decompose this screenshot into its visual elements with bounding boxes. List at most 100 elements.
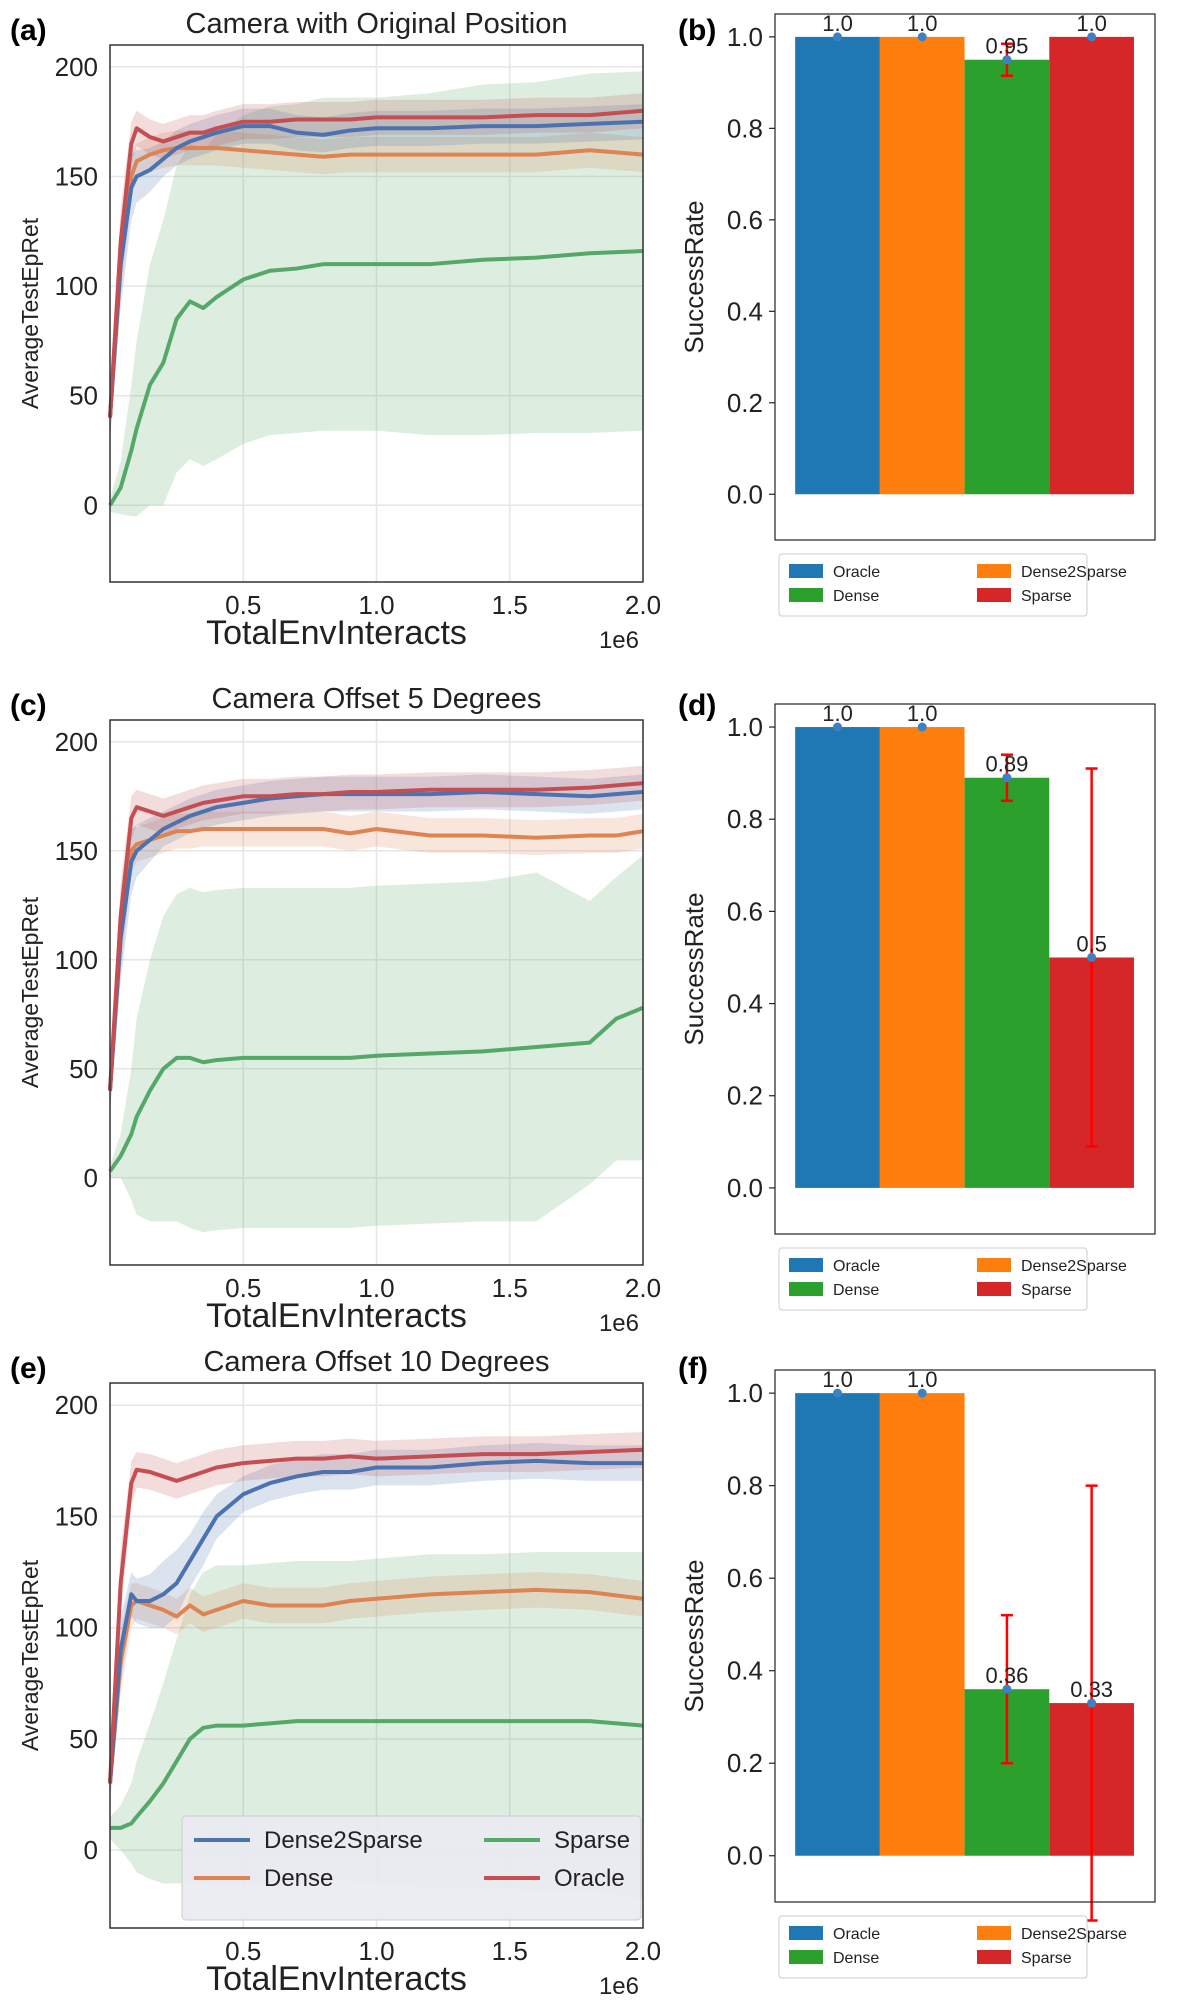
bar-point-dense2sparse xyxy=(917,722,927,732)
plot-frame xyxy=(774,13,1156,541)
y-tick-label: 0.2 xyxy=(727,1081,763,1111)
legend-label-oracle: Oracle xyxy=(833,1258,880,1275)
bar-point-dense xyxy=(1002,773,1012,783)
series-band-sparse xyxy=(110,71,643,517)
series-band-dense2sparse xyxy=(110,1443,643,1802)
y-tick-label: 0 xyxy=(84,1163,98,1193)
series-band-dense2sparse xyxy=(110,104,643,440)
y-axis-label: SuccessRate xyxy=(679,1559,709,1712)
series-line-oracle xyxy=(108,781,644,1091)
y-axis-label: SuccessRate xyxy=(679,892,709,1045)
plot-frame xyxy=(774,1369,1156,1903)
y-tick-label: 0.0 xyxy=(727,1173,763,1203)
y-tick-label: 0.6 xyxy=(727,205,763,235)
bar-chart-3: (d) 1.0 1.0 0.89 0.5 0.0 0.2 0.4 0.6 0.8 1.0 Succes… xyxy=(678,689,1156,1311)
x-tick-label: 1.5 xyxy=(492,1273,528,1303)
y-tick-label: 0.8 xyxy=(727,113,763,143)
y-tick-label: 1.0 xyxy=(727,1378,763,1408)
x-scale-label: 1e6 xyxy=(599,1973,639,2000)
plot-frame xyxy=(109,1382,644,1929)
legend-swatch-sparse xyxy=(977,588,1011,602)
legend-swatch-oracle xyxy=(789,564,823,578)
line-chart-4: (e) Camera Offset 10 Degrees 0.5 1.0 1.5 2.0 0… xyxy=(10,1346,661,2000)
y-axis-label: AverageTestEpRet xyxy=(17,217,43,409)
y-tick-label: 150 xyxy=(55,162,98,192)
bar-point-sparse xyxy=(1087,952,1097,962)
y-tick-label: 0.0 xyxy=(727,479,763,509)
y-tick-label: 1.0 xyxy=(727,22,763,52)
series-line-dense xyxy=(108,146,644,418)
y-tick-label: 200 xyxy=(55,727,98,757)
chart-title: Camera with Original Position xyxy=(186,8,568,40)
y-tick-label: 0.2 xyxy=(727,1748,763,1778)
legend-label-oracle: Oracle xyxy=(833,564,880,581)
panel-label: (f) xyxy=(678,1352,708,1385)
legend-swatch-sparse xyxy=(977,1282,1011,1296)
legend-label-dense: Dense xyxy=(833,1950,879,1967)
y-tick-label: 0.6 xyxy=(727,1563,763,1593)
line-chart-0: (a) Camera with Original Position 0.5 1.0 1.… xyxy=(10,8,661,654)
bar-chart-1: (b) 1.0 1.0 0.95 1.0 0.0 0.2 0.4 0.6 0.8 1.0 Succes… xyxy=(678,11,1156,617)
x-scale-label: 1e6 xyxy=(599,627,639,654)
x-tick-label: 1.0 xyxy=(358,590,394,620)
legend-label-dense: Dense xyxy=(833,1282,879,1299)
bar-dense xyxy=(964,59,1050,495)
series-band-dense2sparse xyxy=(110,774,643,1113)
legend-swatch-dense2sparse xyxy=(977,1258,1011,1272)
legend-swatch-dense xyxy=(789,1950,823,1964)
series-line-oracle xyxy=(108,108,644,418)
x-axis-label: TotalEnvInteracts xyxy=(206,614,467,652)
bar-value-label: 0.95 xyxy=(986,34,1029,59)
legend-swatch-dense xyxy=(789,588,823,602)
bar-oracle xyxy=(795,1393,880,1856)
series-band-oracle xyxy=(110,93,643,440)
bar-dense2sparse xyxy=(879,727,965,1188)
bar-value-label: 1.0 xyxy=(907,11,938,36)
panel-label: (c) xyxy=(10,689,47,722)
bar-point-sparse xyxy=(1087,32,1097,42)
bar-dense2sparse xyxy=(879,1393,965,1856)
legend-label-dense2sparse: Dense2Sparse xyxy=(1021,1258,1127,1275)
line-chart-2: (c) Camera Offset 5 Degrees 0.5 1.0 1.5 2.0 0 5… xyxy=(10,683,661,1337)
legend-label-sparse: Sparse xyxy=(1021,588,1072,605)
x-tick-label: 2.0 xyxy=(625,590,661,620)
panel-label: (e) xyxy=(10,1352,47,1385)
y-tick-label: 100 xyxy=(55,1613,98,1643)
x-tick-label: 1.5 xyxy=(492,590,528,620)
bar-value-label: 0.89 xyxy=(986,752,1029,777)
y-tick-label: 0 xyxy=(84,490,98,520)
x-tick-label: 2.0 xyxy=(625,1936,661,1966)
bar-point-dense xyxy=(1002,1684,1012,1694)
legend-label-oracle: Oracle xyxy=(554,1865,625,1892)
legend-label-sparse: Sparse xyxy=(554,1827,630,1854)
series-line-dense2sparse xyxy=(108,119,644,418)
series-band-dense xyxy=(110,811,643,1113)
legend-label-dense: Dense xyxy=(833,588,879,605)
y-tick-label: 50 xyxy=(69,381,98,411)
series-band-sparse xyxy=(110,1552,643,1900)
legend-label-dense2sparse: Dense2Sparse xyxy=(1021,1926,1127,1943)
plot-frame xyxy=(774,703,1156,1235)
legend-swatch-dense2sparse xyxy=(977,1926,1011,1940)
series-line-sparse xyxy=(108,249,644,507)
bar-value-label: 0.33 xyxy=(1070,1677,1113,1702)
y-tick-label: 0.4 xyxy=(727,989,763,1019)
y-tick-label: 150 xyxy=(55,836,98,866)
series-band-sparse xyxy=(110,855,643,1233)
legend-label-dense2sparse: Dense2Sparse xyxy=(264,1827,423,1854)
y-tick-label: 50 xyxy=(69,1724,98,1754)
chart-title: Camera Offset 10 Degrees xyxy=(203,1346,549,1378)
y-tick-label: 0.8 xyxy=(727,804,763,834)
plot-frame xyxy=(109,719,644,1266)
legend-swatch-dense xyxy=(789,1282,823,1296)
legend-swatch-oracle xyxy=(789,1258,823,1272)
series-line-sparse xyxy=(108,1005,644,1173)
y-tick-label: 0.8 xyxy=(727,1471,763,1501)
x-tick-label: 0.5 xyxy=(225,590,261,620)
x-tick-label: 0.5 xyxy=(225,1273,261,1303)
bar-sparse xyxy=(1049,36,1134,495)
series-line-dense2sparse xyxy=(108,1458,643,1784)
panel-label: (a) xyxy=(10,14,47,47)
legend-label-dense: Dense xyxy=(264,1865,333,1892)
bar-value-label: 1.0 xyxy=(907,701,938,726)
